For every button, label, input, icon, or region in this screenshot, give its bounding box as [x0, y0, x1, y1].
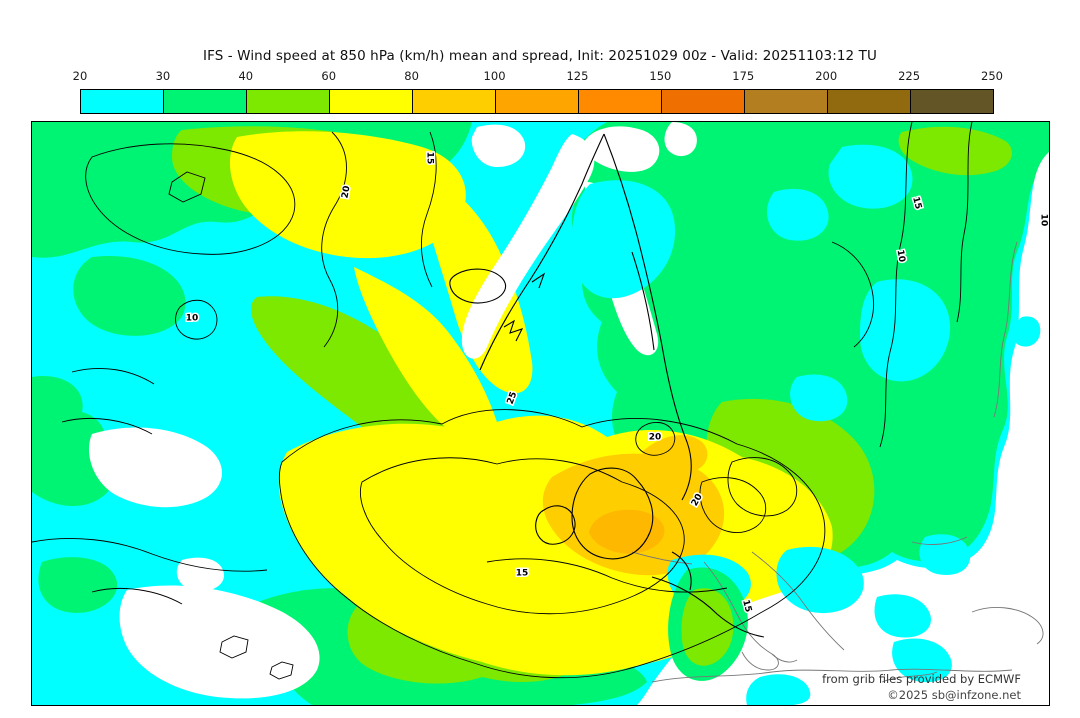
contour-label: 15	[516, 569, 529, 579]
colorbar-tick: 30	[155, 69, 171, 83]
colorbar-segment	[745, 90, 828, 113]
contour-label: 15	[425, 152, 435, 165]
colorbar-segment	[828, 90, 911, 113]
attribution-ecmwf: from grib files provided by ECMWF	[822, 672, 1021, 686]
contour-label: 15	[740, 599, 753, 614]
colorbar-segment	[911, 90, 993, 113]
colorbar-tick: 40	[238, 69, 254, 83]
coastlines-gray	[631, 241, 1044, 683]
contour-label: 10	[186, 314, 199, 324]
colorbar-segment	[81, 90, 164, 113]
contour-lines	[32, 122, 973, 680]
contour-label: 15	[910, 196, 923, 211]
colorbar-tick: 100	[483, 69, 506, 83]
contour-label: 10	[1039, 214, 1049, 227]
colorbar-tick: 200	[815, 69, 838, 83]
colorbar-segment	[164, 90, 247, 113]
colorbar-segment	[247, 90, 330, 113]
colorbar-ticks: 20 30 40 60 80 100 125 150 175 200 225 250	[73, 69, 1003, 84]
colorbar-tick: 250	[981, 69, 1003, 83]
colorbar-tick: 175	[732, 69, 755, 83]
colorbar-tick: 20	[72, 69, 88, 83]
attribution-copyright: ©2025 sb@infzone.net	[887, 688, 1021, 702]
colorbar-segment	[413, 90, 496, 113]
colorbar-tick: 125	[566, 69, 589, 83]
colorbar-tick: 60	[321, 69, 337, 83]
colorbar-tick: 225	[898, 69, 921, 83]
chart-title: IFS - Wind speed at 850 hPa (km/h) mean …	[203, 48, 877, 64]
map-panel: 20 15 10 25 20 20 15 15 10 10 15 from grib files p…	[31, 121, 1050, 706]
colorbar-segment	[496, 90, 579, 113]
contour-label: 20	[340, 185, 352, 199]
fill-100-core	[589, 509, 665, 554]
colorbar-tick: 80	[404, 69, 419, 83]
colorbar-segment	[662, 90, 745, 113]
colorbar-bar	[80, 89, 994, 114]
colorbar-segment	[330, 90, 413, 113]
colorbar-segment	[579, 90, 662, 113]
colorbar-tick: 150	[649, 69, 672, 83]
contour-label: 20	[649, 433, 662, 443]
contour-label: 10	[894, 249, 906, 263]
coastlines-black	[449, 133, 765, 638]
